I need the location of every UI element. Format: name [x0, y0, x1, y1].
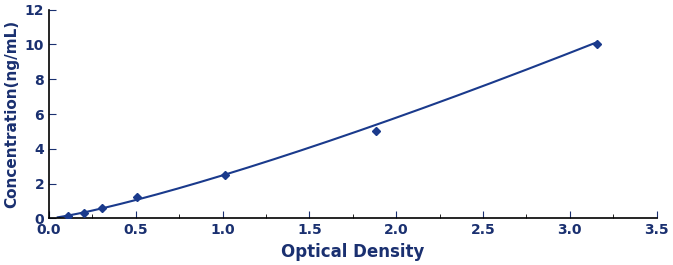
- Y-axis label: Concentration(ng/mL): Concentration(ng/mL): [4, 20, 19, 208]
- X-axis label: Optical Density: Optical Density: [281, 243, 425, 261]
